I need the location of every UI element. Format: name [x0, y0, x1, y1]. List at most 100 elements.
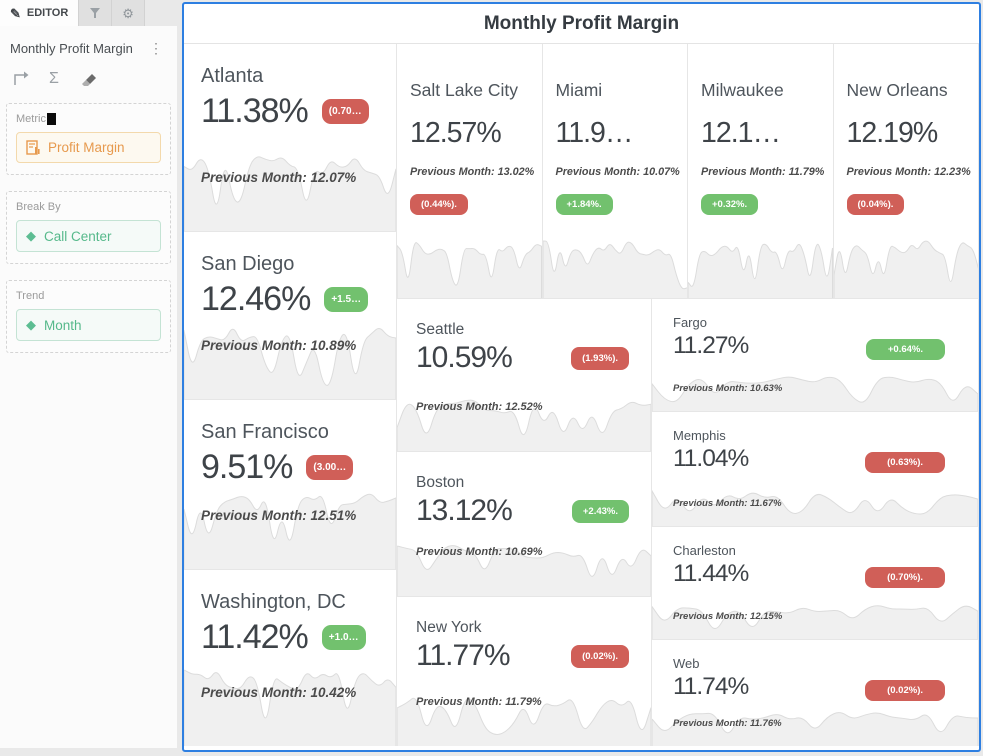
- gear-icon: ⚙: [122, 5, 134, 21]
- city-name: Seattle: [416, 321, 465, 338]
- widget-main-title: Monthly Profit Margin: [184, 4, 979, 44]
- kpi-grid: Atlanta 11.38% (0.70… Previous Month: 12.…: [184, 44, 979, 746]
- change-badge: (1.93%).: [571, 346, 629, 370]
- metric-section-label: Metric: [16, 113, 161, 125]
- editor-panel: ✎ EDITOR ⚙ Monthly Profit Margin ⋮ Σ: [0, 0, 177, 748]
- kpi-card-milwaukee[interactable]: Milwaukee 12.1… Previous Month: 11.79% +…: [688, 44, 834, 299]
- city-name: New Orleans: [846, 80, 948, 100]
- previous-month-label: Previous Month: 12.15%: [673, 611, 783, 622]
- kpi-card-salt-lake-city[interactable]: Salt Lake City 12.57% Previous Month: 13…: [397, 44, 543, 299]
- sparkline: [397, 226, 542, 298]
- kpi-value: 11.27%: [673, 332, 749, 359]
- city-name: Atlanta: [201, 65, 264, 87]
- sparkline: [652, 367, 978, 411]
- sparkline: [184, 650, 396, 746]
- previous-month-label: Previous Month: 11.67%: [673, 498, 782, 509]
- kpi-card-fargo[interactable]: Fargo 11.27% +0.64%. Previous Month: 10.…: [652, 299, 979, 412]
- tab-editor[interactable]: ✎ EDITOR: [0, 0, 80, 26]
- kpi-card-new-york[interactable]: New York 11.77% (0.02%). Previous Month: …: [397, 597, 652, 746]
- trend-section: Trend ◆ Month: [6, 280, 171, 353]
- city-name: San Francisco: [201, 421, 329, 443]
- sparkline: [184, 303, 396, 399]
- sparkline: [542, 226, 687, 298]
- kpi-card-san-diego[interactable]: San Diego 12.46% +1.5… Previous Month: 10…: [184, 232, 397, 400]
- previous-month-label: Previous Month: 10.89%: [201, 338, 357, 353]
- change-badge: (0.70…: [321, 99, 369, 124]
- kpi-value: 9.51%: [201, 448, 293, 486]
- change-badge: +0.32%.: [701, 194, 759, 215]
- break-by-chip-label: Call Center: [44, 228, 112, 244]
- metric-chip-label: Profit Margin: [48, 140, 125, 155]
- kpi-card-seattle[interactable]: Seattle 10.59% (1.93%). Previous Month: 1…: [397, 299, 652, 452]
- tab-filter[interactable]: [79, 0, 113, 26]
- kpi-value: 12.1…: [701, 117, 781, 149]
- break-by-section-label: Break By: [16, 201, 61, 213]
- diamond-icon: ◆: [26, 317, 36, 332]
- trend-chip-month[interactable]: ◆ Month: [16, 309, 161, 341]
- sparkline: [397, 387, 651, 451]
- text-cursor-block: [46, 113, 56, 125]
- change-badge: +1.5…: [324, 287, 369, 312]
- change-badge: +2.43%.: [571, 499, 629, 523]
- sparkline: [652, 595, 978, 639]
- sparkline: [833, 226, 978, 298]
- change-badge: (0.44%).: [410, 194, 468, 215]
- kpi-value: 11.9…: [555, 117, 634, 149]
- change-badge: (0.70%).: [865, 567, 945, 588]
- previous-month-label: Previous Month: 11.79%: [416, 696, 542, 708]
- city-name: Miami: [555, 80, 603, 100]
- kpi-value: 10.59%: [416, 341, 513, 374]
- city-name: Charleston: [673, 543, 736, 558]
- kpi-column-middle: Seattle 10.59% (1.93%). Previous Month: 1…: [397, 299, 652, 746]
- kpi-value: 11.38%: [201, 92, 309, 130]
- metric-section: Metric Profit Margin: [6, 103, 171, 175]
- sparkline: [688, 226, 833, 298]
- filter-icon: [90, 7, 101, 18]
- sigma-icon[interactable]: Σ: [49, 70, 59, 87]
- previous-month-label: Previous Month: 10.63%: [673, 383, 783, 394]
- sparkline: [184, 135, 396, 231]
- kpi-card-memphis[interactable]: Memphis 11.04% (0.63%). Previous Month: …: [652, 412, 979, 527]
- kpi-card-miami[interactable]: Miami 11.9… Previous Month: 10.07% +1.84…: [542, 44, 688, 299]
- city-name: New York: [416, 619, 482, 636]
- kpi-value: 11.77%: [416, 639, 511, 672]
- previous-month-label: Previous Month: 11.79%: [701, 166, 825, 178]
- kpi-row-top: Salt Lake City 12.57% Previous Month: 13…: [397, 44, 979, 299]
- tab-editor-label: EDITOR: [26, 7, 69, 19]
- kpi-column-right: Fargo 11.27% +0.64%. Previous Month: 10.…: [652, 299, 979, 746]
- more-menu-icon[interactable]: ⋮: [149, 40, 163, 56]
- city-name: Salt Lake City: [410, 80, 518, 100]
- previous-month-label: Previous Month: 13.02%: [410, 166, 535, 178]
- kpi-card-atlanta[interactable]: Atlanta 11.38% (0.70… Previous Month: 12.…: [184, 44, 397, 232]
- kpi-card-boston[interactable]: Boston 13.12% +2.43%. Previous Month: 10.…: [397, 452, 652, 597]
- kpi-card-charleston[interactable]: Charleston 11.44% (0.70%). Previous Mont…: [652, 527, 979, 640]
- bar-chart-doc-icon: [26, 140, 40, 155]
- kpi-value: 12.57%: [410, 117, 502, 149]
- change-badge: +0.64%.: [865, 339, 945, 360]
- break-by-chip-call-center[interactable]: ◆ Call Center: [16, 220, 161, 252]
- kpi-value: 12.19%: [846, 117, 939, 149]
- pencil-icon: ✎: [10, 5, 21, 21]
- panel-tab-bar: ✎ EDITOR ⚙: [0, 0, 177, 26]
- city-name: San Diego: [201, 253, 295, 275]
- kpi-value: 11.44%: [673, 560, 749, 587]
- widget-title: Monthly Profit Margin: [10, 41, 133, 56]
- kpi-card-new-orleans[interactable]: New Orleans 12.19% Previous Month: 12.23…: [833, 44, 979, 299]
- trend-chip-label: Month: [44, 317, 82, 333]
- sparkline: [652, 702, 978, 746]
- sparkline: [397, 682, 651, 746]
- tab-settings[interactable]: ⚙: [112, 0, 145, 26]
- metric-chip-profit-margin[interactable]: Profit Margin: [16, 132, 161, 163]
- kpi-card-san-francisco[interactable]: San Francisco 9.51% (3.00… Previous Month…: [184, 400, 397, 570]
- change-badge: +1.0…: [321, 625, 366, 650]
- city-name: Fargo: [673, 315, 707, 330]
- change-badge: (3.00…: [306, 455, 354, 480]
- kpi-card-washington-dc[interactable]: Washington, DC 11.42% +1.0… Previous Mont…: [184, 570, 397, 746]
- city-name: Milwaukee: [701, 80, 784, 100]
- change-badge: (0.04%).: [846, 194, 905, 215]
- city-name: Washington, DC: [201, 591, 346, 613]
- eraser-icon[interactable]: [79, 71, 97, 87]
- kpi-card-web[interactable]: Web 11.74% (0.02%). Previous Month: 11.7…: [652, 640, 979, 746]
- kpi-value: 11.74%: [673, 673, 749, 700]
- pivot-arrow-icon[interactable]: [12, 71, 29, 87]
